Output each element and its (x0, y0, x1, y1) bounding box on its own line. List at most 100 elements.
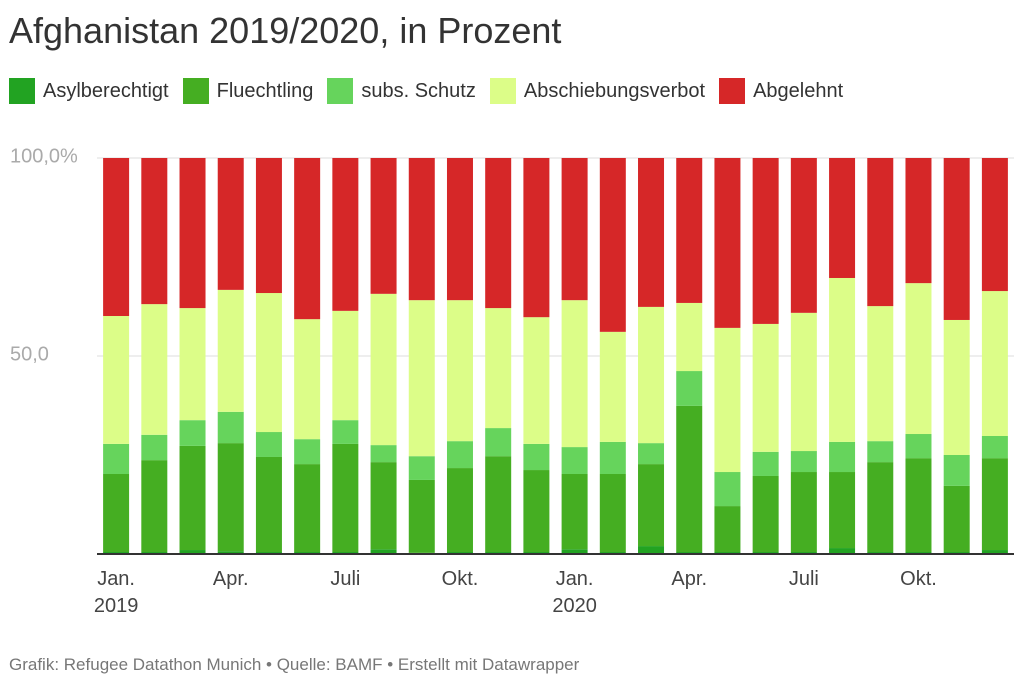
bar-segment (867, 462, 894, 553)
chart-title: Afghanistan 2019/2020, in Prozent (9, 10, 562, 51)
bar-segment (332, 158, 359, 311)
bar-segment (867, 158, 894, 307)
bar-segment (561, 300, 588, 448)
bar-segment (523, 317, 550, 444)
bar-segment (446, 468, 473, 553)
bar-segment (370, 549, 397, 554)
bar-segment (332, 420, 359, 444)
bar-segment (141, 434, 168, 461)
bar-segment (255, 293, 282, 433)
legend-swatch (489, 78, 516, 104)
bar-segment (217, 411, 244, 444)
bar-segment (255, 158, 282, 294)
bar-segment (408, 479, 435, 553)
bar-segment (599, 331, 626, 442)
bar-segment (141, 304, 168, 435)
bar-segment (676, 302, 703, 372)
bar-segment (370, 293, 397, 446)
bar-segment (943, 485, 970, 553)
bar-segment (752, 475, 779, 553)
bar-segment (981, 158, 1008, 292)
bar-segment (790, 472, 817, 553)
legend-label: Asylberechtigt (43, 79, 169, 102)
bar-segment (103, 316, 130, 444)
bar-segment (179, 158, 206, 309)
bar-segment (294, 464, 321, 553)
x-tick-label: Okt. (900, 568, 937, 590)
bar-segment (905, 158, 932, 284)
bar-segment (446, 300, 473, 442)
bar-segment (752, 451, 779, 476)
bar-segment (255, 456, 282, 553)
bar-segment (981, 435, 1008, 459)
bar-segment (981, 458, 1008, 551)
bar-segment (638, 443, 665, 465)
bar-segment (446, 441, 473, 469)
bar-segment (103, 158, 130, 317)
bar-segment (981, 291, 1008, 436)
bar-segment (179, 550, 206, 554)
bar-segment (561, 549, 588, 554)
legend-label: Fluechtling (216, 79, 314, 102)
legend-label: subs. Schutz (361, 79, 476, 102)
bar-segment (523, 470, 550, 553)
bar-segment (217, 289, 244, 412)
bar-segment (561, 447, 588, 475)
bar-segment (676, 158, 703, 303)
bar-segment (829, 441, 856, 473)
legend-label: Abschiebungsverbot (523, 79, 706, 102)
footer: Grafik: Refugee Datathon Munich • Quelle… (9, 655, 580, 674)
legend-swatch (327, 78, 354, 104)
bar-segment (714, 158, 741, 328)
bar-segment (714, 327, 741, 473)
bar-segment (217, 551, 244, 554)
bar-segment (255, 432, 282, 457)
bar-segment (294, 319, 321, 440)
bar-segment (867, 441, 894, 463)
bar-segment (790, 451, 817, 473)
bar-segment (332, 443, 359, 553)
bar-segment (905, 283, 932, 435)
x-tick-label: Jan. 2020 (552, 568, 597, 617)
legend: Asylberechtigt Fluechtling subs. Schutz Abs… (9, 78, 843, 104)
bar-segment (485, 308, 512, 429)
bar-segment (332, 310, 359, 421)
legend-swatch (9, 78, 35, 104)
bar-segment (179, 445, 206, 551)
bar-segment (943, 158, 970, 320)
legend-swatch (182, 78, 209, 104)
bar-segment (599, 158, 626, 332)
bar-segment (103, 443, 130, 475)
bar-segment (829, 158, 856, 278)
bar-segment (141, 158, 168, 305)
legend-label: Abgelehnt (753, 79, 844, 102)
bar-segment (446, 158, 473, 301)
bar-segment (408, 456, 435, 480)
bar-segment (790, 158, 817, 313)
bar-segment (829, 277, 856, 442)
legend-item: Abschiebungsverbot (489, 78, 706, 104)
bar-segment (943, 319, 970, 455)
bar-segment (790, 312, 817, 452)
bar-segment (905, 458, 932, 553)
bar-segment (179, 308, 206, 421)
bar-segment (638, 306, 665, 444)
bar-segment (599, 474, 626, 553)
bar-segment (676, 405, 703, 553)
bar-segment (217, 443, 244, 552)
bar-segment (294, 158, 321, 320)
x-tick-label: Apr. (671, 568, 708, 590)
bar-segment (638, 158, 665, 307)
bar-segment (905, 434, 932, 459)
y-tick-label: 100,0% (10, 145, 78, 167)
x-tick-label: Juli (330, 568, 361, 590)
bar-segment (752, 158, 779, 324)
bar-segment (676, 371, 703, 406)
bar-segment (981, 550, 1008, 554)
y-tick-label: 50,0 (10, 343, 49, 365)
legend-item: subs. Schutz (327, 78, 476, 104)
x-tick-label: Juli (788, 568, 819, 590)
bar-segment (752, 323, 779, 452)
bar-segment (523, 158, 550, 318)
